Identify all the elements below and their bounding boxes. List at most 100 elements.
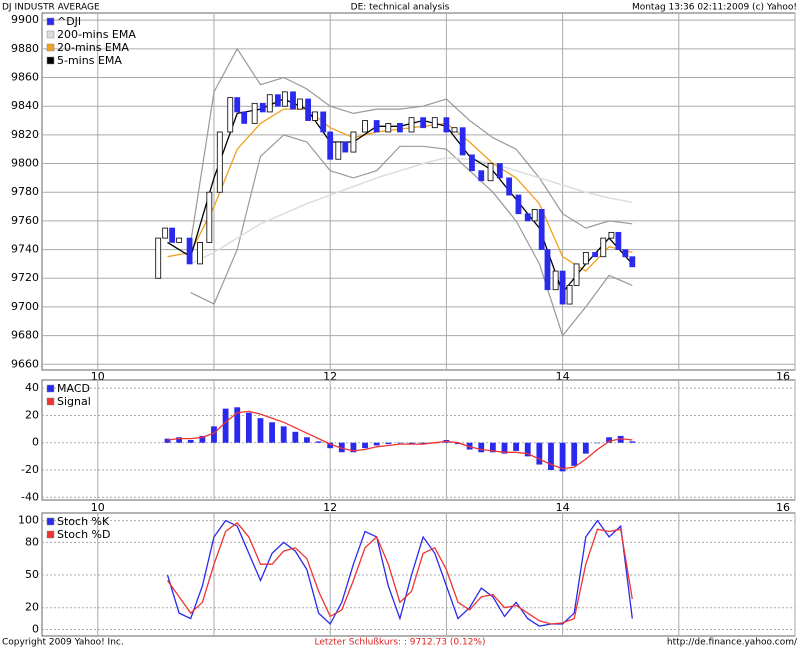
y-tick-label: 80: [25, 535, 39, 548]
macd-bar: [222, 408, 229, 443]
legend-label: 200-mins EMA: [57, 28, 136, 41]
candle: [559, 270, 566, 305]
footer-left: Copyright 2009 Yahoo! Inc.: [2, 638, 124, 648]
macd-bar: [315, 441, 322, 443]
macd-bar: [257, 418, 264, 443]
y-tick-label: 40: [25, 381, 39, 394]
candle: [538, 209, 545, 250]
band-line: [190, 134, 633, 337]
macd-bar: [304, 437, 310, 443]
candle: [327, 131, 334, 160]
y-tick-label: 0: [32, 436, 39, 449]
legend-swatch: [46, 30, 55, 39]
panel-frame: [41, 12, 796, 371]
candle: [600, 237, 607, 258]
legend-label: Stoch %K: [57, 515, 110, 528]
macd-bar: [385, 442, 392, 445]
macd-bar: [559, 442, 566, 472]
macd-bar: [408, 442, 415, 445]
macd-bar: [327, 442, 334, 449]
candle: [290, 91, 296, 110]
candle: [274, 94, 281, 107]
candle: [216, 131, 223, 193]
y-tick-label: 100: [18, 514, 39, 527]
macd-bar: [234, 407, 241, 443]
macd-bar: [373, 442, 380, 446]
macd-bar: [280, 426, 287, 443]
macd-bar: [489, 442, 496, 453]
macd-bar: [548, 442, 554, 470]
candle: [251, 102, 258, 124]
candle: [524, 213, 531, 222]
candle: [197, 241, 203, 265]
y-tick-label: 9900: [11, 13, 39, 26]
legend-swatch: [46, 530, 55, 539]
macd-bar: [211, 426, 217, 443]
candle: [515, 194, 522, 215]
candle: [320, 111, 327, 133]
y-tick-label: 9700: [11, 300, 39, 313]
macd-bar: [338, 442, 345, 453]
candle: [443, 117, 450, 133]
candle: [431, 117, 438, 129]
y-tick-label: 9740: [11, 243, 39, 256]
x-tick-label: 10: [91, 501, 105, 514]
candle: [531, 209, 538, 222]
macd-bar: [524, 442, 531, 457]
candle: [169, 227, 176, 243]
y-tick-label: -20: [21, 463, 39, 476]
candle: [573, 263, 580, 286]
candle: [544, 249, 551, 291]
candle: [335, 141, 342, 160]
candle: [305, 98, 312, 121]
candle: [241, 111, 248, 124]
macd-bar: [594, 442, 601, 444]
candle: [496, 163, 503, 179]
legend-label: 20-mins EMA: [57, 41, 129, 54]
macd-bar: [350, 442, 357, 453]
footer-center: Letzter Schlußkurs: : 9712.73 (0.12%): [314, 638, 485, 648]
candle: [206, 191, 213, 243]
candle: [629, 256, 636, 268]
legend-swatch: [46, 17, 55, 26]
candle: [451, 127, 458, 133]
macd-bar: [397, 442, 403, 444]
legend-label: MACD: [57, 382, 90, 395]
legend-swatch: [46, 397, 55, 406]
candle: [312, 111, 318, 121]
candle: [186, 237, 193, 265]
legend-swatch: [46, 56, 55, 65]
macd-bar: [478, 442, 485, 453]
candle: [478, 170, 485, 182]
macd-bar: [164, 438, 171, 443]
y-tick-label: -40: [21, 490, 39, 503]
candle: [582, 252, 589, 265]
indicator-line: [167, 410, 633, 470]
candle: [350, 131, 357, 153]
legend-swatch: [46, 384, 55, 393]
band-line: [190, 47, 633, 243]
candle: [552, 270, 559, 291]
legend-label: Signal: [57, 395, 91, 408]
y-tick-label: 9880: [11, 42, 39, 55]
candle: [266, 94, 273, 113]
macd-bar: [199, 435, 206, 443]
y-tick-label: 9780: [11, 185, 39, 198]
macd-bar: [269, 422, 275, 443]
macd-bar: [455, 442, 461, 445]
candle: [385, 122, 392, 133]
x-tick-label: 14: [556, 501, 570, 514]
candle: [506, 177, 513, 196]
legend-label: ^DJI: [57, 15, 81, 28]
candle: [281, 91, 288, 107]
candle: [162, 227, 169, 239]
candle: [622, 249, 629, 258]
candle: [592, 252, 599, 258]
header-right: Montag 13:36 02:11:2009 (c) Yahoo!: [632, 3, 797, 13]
macd-bar: [536, 442, 543, 465]
macd-bar: [420, 442, 427, 445]
macd-bar: [245, 412, 252, 443]
macd-bar: [176, 437, 183, 443]
candle: [227, 97, 234, 133]
